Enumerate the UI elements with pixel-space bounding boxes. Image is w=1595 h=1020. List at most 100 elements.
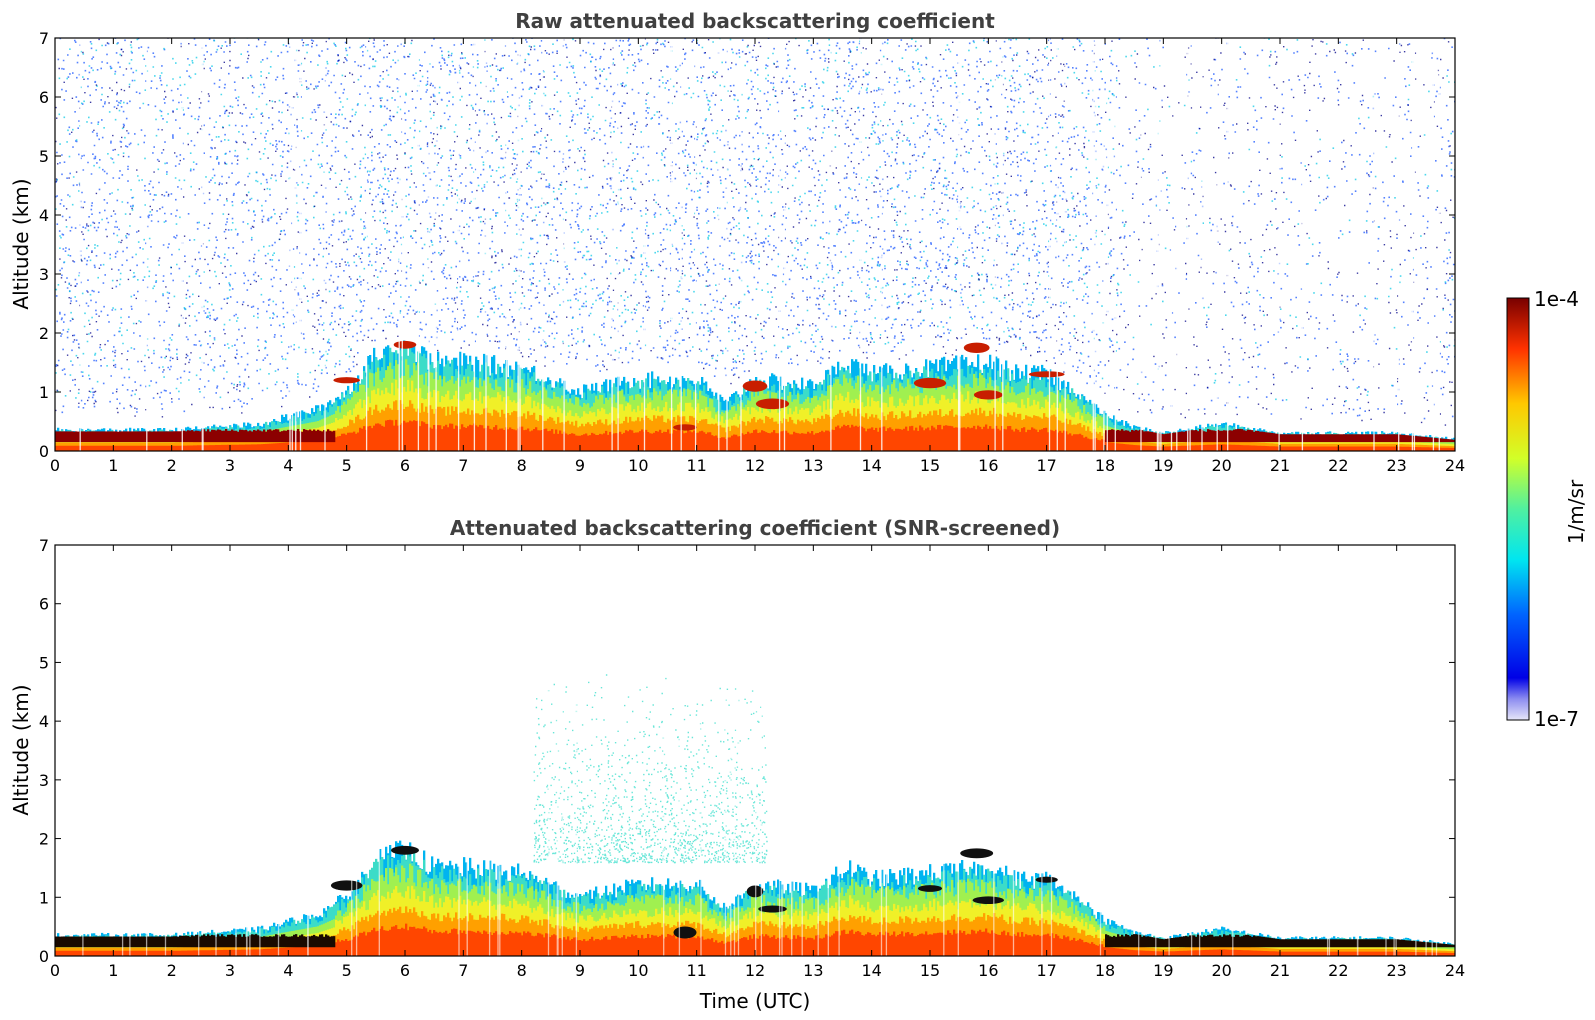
screened-bl-red bbox=[55, 923, 1455, 956]
colorbar-min-label: 1e-7 bbox=[1534, 707, 1579, 731]
cloud-blob bbox=[746, 885, 764, 898]
y-tick-label: 7 bbox=[39, 536, 49, 555]
y-tick-label: 4 bbox=[39, 206, 49, 225]
y-tick-label: 2 bbox=[39, 830, 49, 849]
panel2-ylabel: Altitude (km) bbox=[9, 684, 33, 815]
x-tick-label: 5 bbox=[342, 456, 352, 475]
x-tick-label: 14 bbox=[861, 961, 881, 980]
colorbar-gradient bbox=[1506, 297, 1530, 721]
cloud-blob bbox=[1028, 371, 1065, 378]
x-tick-label: 7 bbox=[458, 961, 468, 980]
x-tick-label: 6 bbox=[400, 961, 410, 980]
dense-surface-layer bbox=[55, 934, 1455, 948]
x-tick-label: 1 bbox=[108, 456, 118, 475]
x-tick-label: 2 bbox=[167, 456, 177, 475]
x-tick-label: 19 bbox=[1153, 961, 1173, 980]
cloud-blob bbox=[673, 424, 697, 431]
cloud-blob bbox=[742, 380, 768, 392]
x-tick-label: 9 bbox=[575, 456, 585, 475]
panel-snr-screened: Attenuated backscattering coefficient (S… bbox=[9, 516, 1465, 1013]
y-tick-label: 3 bbox=[39, 265, 49, 284]
x-tick-label: 22 bbox=[1328, 456, 1348, 475]
x-tick-label: 10 bbox=[628, 456, 648, 475]
y-tick-label: 2 bbox=[39, 324, 49, 343]
x-tick-label: 11 bbox=[686, 456, 706, 475]
y-tick-label: 5 bbox=[39, 653, 49, 672]
y-tick-label: 6 bbox=[39, 595, 49, 614]
y-tick-label: 1 bbox=[39, 383, 49, 402]
panel2-ticks: 0 1 2 3 4 5 6 7 8 9 10 11 12 13 14 15 16 17 18 19 20 21 22 23 24… bbox=[39, 536, 1465, 980]
x-tick-label: 12 bbox=[745, 961, 765, 980]
x-tick-label: 9 bbox=[575, 961, 585, 980]
x-tick-label: 8 bbox=[517, 961, 527, 980]
x-tick-label: 14 bbox=[861, 456, 881, 475]
x-tick-label: 16 bbox=[978, 961, 998, 980]
y-tick-label: 4 bbox=[39, 712, 49, 731]
x-tick-label: 17 bbox=[1036, 456, 1056, 475]
x-tick-label: 24 bbox=[1445, 961, 1465, 980]
panel-raw-backscatter: Raw attenuated backscattering coefficien… bbox=[9, 9, 1465, 475]
cloud-blob bbox=[330, 880, 363, 891]
cloud-blob bbox=[913, 377, 947, 389]
x-tick-label: 19 bbox=[1153, 456, 1173, 475]
x-tick-label: 13 bbox=[803, 456, 823, 475]
colorbar-max-label: 1e-4 bbox=[1534, 287, 1579, 311]
cloud-blob bbox=[960, 848, 994, 859]
x-tick-label: 3 bbox=[225, 456, 235, 475]
x-tick-label: 7 bbox=[458, 456, 468, 475]
x-tick-label: 0 bbox=[50, 961, 60, 980]
cloud-blob bbox=[755, 398, 790, 410]
cloud-blob bbox=[333, 377, 361, 384]
x-tick-label: 18 bbox=[1095, 456, 1115, 475]
dense-surface-layer bbox=[55, 428, 1455, 443]
x-tick-label: 8 bbox=[517, 456, 527, 475]
x-tick-label: 23 bbox=[1386, 456, 1406, 475]
aerosol-speckle bbox=[533, 674, 768, 864]
cloud-blob bbox=[673, 926, 697, 939]
x-tick-label: 3 bbox=[225, 961, 235, 980]
panel2-plot-area bbox=[55, 545, 1455, 956]
x-tick-label: 4 bbox=[283, 961, 293, 980]
y-tick-label: 0 bbox=[39, 947, 49, 966]
x-tick-label: 20 bbox=[1211, 961, 1231, 980]
x-tick-label: 11 bbox=[686, 961, 706, 980]
x-tick-label: 10 bbox=[628, 961, 648, 980]
colorbar-unit-label: 1/m/sr bbox=[1564, 479, 1588, 544]
x-tick-label: 15 bbox=[920, 961, 940, 980]
panel1-ticks: 0 1 2 3 4 5 6 7 8 9 10 11 12 13 14 15 16 17 18 19 20 21 22 23 24… bbox=[39, 29, 1465, 475]
x-tick-label: 15 bbox=[920, 456, 940, 475]
noise-speckle-darkblue bbox=[55, 38, 1454, 426]
raw-bl-red bbox=[55, 419, 1455, 451]
cloud-blob bbox=[917, 885, 943, 892]
noise-speckle-cyan bbox=[55, 38, 1455, 402]
x-tick-label: 23 bbox=[1386, 961, 1406, 980]
y-tick-label: 3 bbox=[39, 771, 49, 790]
x-tick-label: 21 bbox=[1270, 961, 1290, 980]
x-tick-label: 5 bbox=[342, 961, 352, 980]
colorbar: 1e-4 1e-7 1/m/sr bbox=[1506, 287, 1588, 731]
data-gap-lines bbox=[79, 38, 1440, 451]
y-tick-label: 5 bbox=[39, 147, 49, 166]
data-gap-lines bbox=[82, 545, 1438, 956]
x-tick-label: 22 bbox=[1328, 961, 1348, 980]
x-tick-label: 0 bbox=[50, 456, 60, 475]
panel1-ylabel: Altitude (km) bbox=[9, 178, 33, 309]
x-tick-label: 2 bbox=[167, 961, 177, 980]
panel2-xlabel: Time (UTC) bbox=[699, 989, 811, 1013]
x-tick-label: 13 bbox=[803, 961, 823, 980]
cloud-blob bbox=[963, 342, 990, 353]
cloud-blob bbox=[393, 340, 417, 349]
x-tick-label: 16 bbox=[978, 456, 998, 475]
x-tick-label: 21 bbox=[1270, 456, 1290, 475]
panel1-plot-area bbox=[55, 38, 1455, 451]
panel1-title: Raw attenuated backscattering coefficien… bbox=[515, 9, 995, 33]
panel2-title: Attenuated backscattering coefficient (S… bbox=[450, 516, 1060, 540]
x-tick-label: 6 bbox=[400, 456, 410, 475]
cloud-blob bbox=[1035, 876, 1058, 883]
x-tick-label: 20 bbox=[1211, 456, 1231, 475]
y-tick-label: 7 bbox=[39, 29, 49, 48]
x-tick-label: 24 bbox=[1445, 456, 1465, 475]
y-tick-label: 1 bbox=[39, 888, 49, 907]
x-tick-label: 12 bbox=[745, 456, 765, 475]
